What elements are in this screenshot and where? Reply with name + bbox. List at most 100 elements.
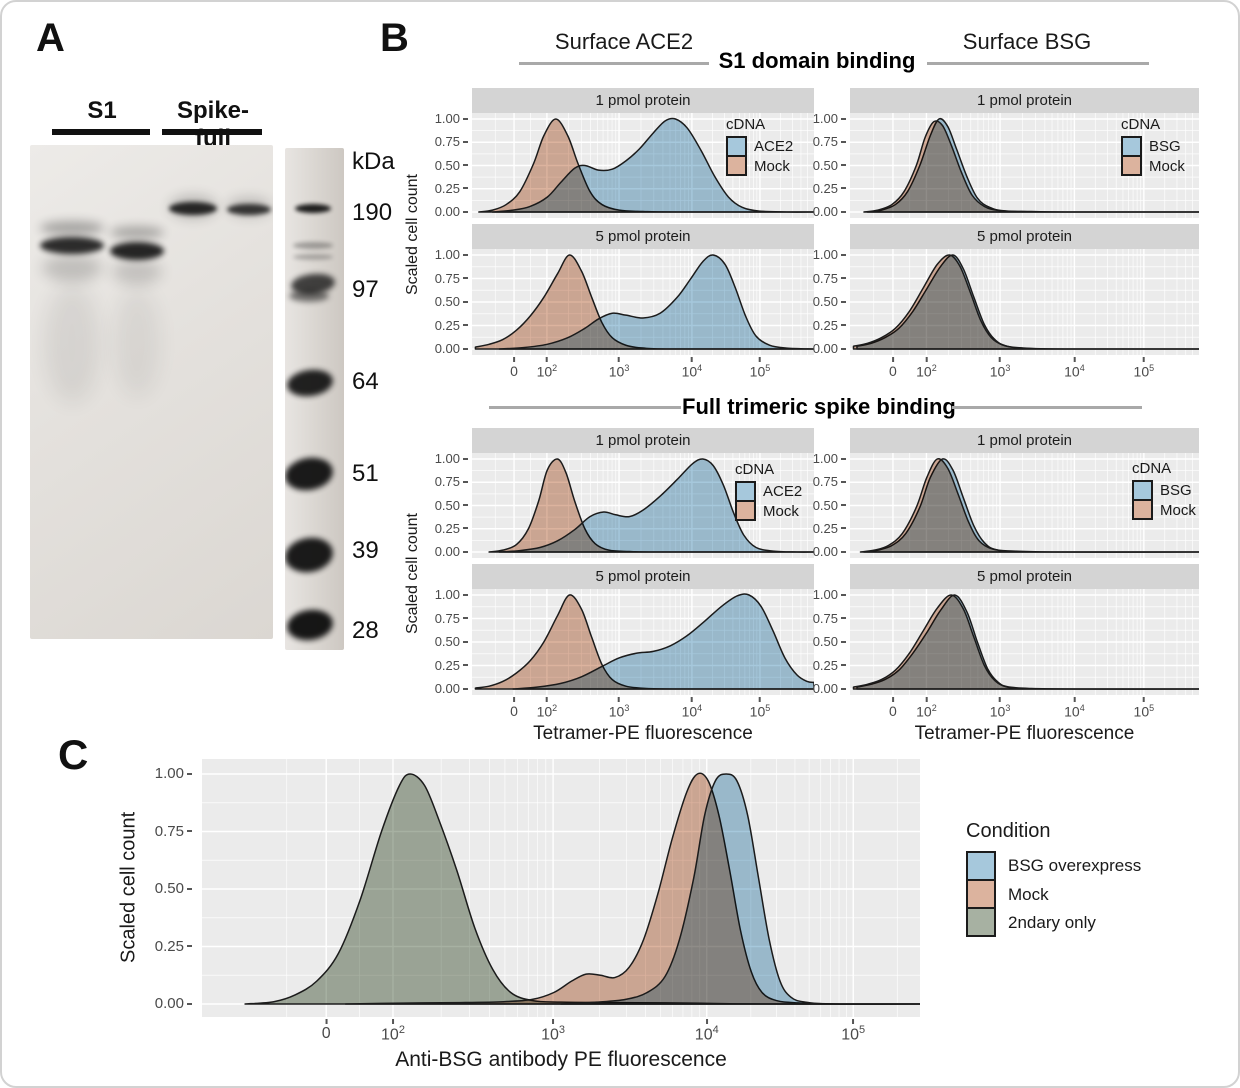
density-area-mock [853,594,1199,690]
legend-title: cDNA [1132,460,1172,477]
y-axis-ticks: 1.00 0.75 0.50 0.25 0.00 [800,451,846,559]
y-tick-label: 0.00 [435,341,468,356]
y-tick-label: 0.50 [435,294,468,309]
y-axis-ticks: 1.00 0.75 0.50 0.25 0.00 [800,247,846,356]
density-area-mock [860,458,1199,553]
panel-c-label: C [58,731,89,778]
facet-strip: 1 pmol protein [472,88,814,113]
density-area-mock [489,458,814,553]
x-tick-label: 0 [322,1019,331,1042]
density-area-mock [475,254,814,350]
y-tick-label: 0.75 [435,474,468,489]
gel-band-s1-lane2 [110,242,164,260]
x-axis-title-left: Tetramer-PE fluorescence [533,723,753,744]
legend-title: cDNA [726,116,766,133]
x-axis-ticks: 0 102 103 104 105 [850,697,1199,723]
legend-swatch-mock [966,879,996,909]
facet-strip: 5 pmol protein [850,224,1199,249]
y-tick-label: 1.00 [813,587,846,602]
legend-title: cDNA [735,461,775,478]
legend-condition: Condition BSG overexpress Mock 2ndary on… [966,820,1141,937]
density-area-ace2 [499,254,814,349]
x-tick-label: 104 [682,697,702,720]
legend-swatch-mock [726,155,747,176]
y-tick-label: 0.00 [435,544,468,559]
legend-label: BSG [1149,138,1181,155]
legend-swatch-ace2 [726,136,747,157]
legend-label: Mock [1160,502,1196,519]
legend-swatch-2ndary-only [966,907,996,937]
legend-label: 2ndary only [1008,913,1096,932]
facet-strip: 5 pmol protein [472,564,814,589]
legend-cdna-s1-bsg: cDNA BSG Mock [1121,116,1185,176]
y-tick-label: 0.75 [813,271,846,286]
y-tick-label: 0.25 [813,658,846,673]
y-axis-ticks: 1.00 0.75 0.50 0.25 0.00 [422,111,468,219]
column-header-surface-bsg: Surface BSG [962,29,1092,54]
facet-strip: 1 pmol protein [850,88,1199,113]
x-tick-label: 105 [750,697,770,720]
y-tick-label: 0.75 [813,134,846,149]
x-tick-label: 0 [889,357,897,379]
ladder-band-39 [285,534,336,576]
x-tick-label: 105 [1134,357,1154,380]
y-tick-label: 0.75 [435,611,468,626]
y-tick-label: 0.25 [435,181,468,196]
gel-band-spike-lane2 [227,204,271,215]
x-tick-label: 105 [1134,697,1154,720]
y-tick-label: 0.25 [435,521,468,536]
density-area-mock [853,254,1199,350]
y-axis-ticks: 1.00 0.75 0.50 0.25 0.00 [800,587,846,696]
ladder-mark-64: 64 [352,368,379,395]
y-tick-label: 0.25 [813,521,846,536]
y-tick-label: 1.00 [435,247,468,262]
y-axis-title: Scaled cell count [404,174,421,296]
density-area-mock [863,120,1199,213]
legend-label: Mock [1008,885,1049,904]
legend-swatch-bsg [1132,480,1153,501]
lane-group-rule-spike-full [162,129,262,135]
x-tick-label: 0 [510,697,518,719]
ladder-band-64 [285,366,335,400]
y-tick-label: 0.50 [155,881,192,896]
legend-title: Condition [966,820,1051,842]
x-axis-ticks: 0 102 103 104 105 [472,357,814,383]
y-tick-label: 0.50 [435,634,468,649]
y-tick-label: 0.50 [813,634,846,649]
y-tick-label: 0.50 [813,158,846,173]
facet-strip: 5 pmol protein [850,564,1199,589]
gel-band-spike-lane1 [169,202,217,215]
density-plot-ft-bsg-1pmol [850,453,1199,558]
ladder-mark-97: 97 [352,276,379,303]
y-tick-label: 0.50 [435,498,468,513]
ladder-mark-39: 39 [352,537,379,564]
y-tick-label: 0.75 [813,611,846,626]
legend-cdna-ft-ace2: cDNA ACE2 Mock [735,461,802,521]
x-tick-label: 103 [990,357,1010,380]
section-header-full-trimeric: Full trimeric spike binding [682,394,956,419]
y-tick-label: 0.75 [435,134,468,149]
ladder-mark-51: 51 [352,460,379,487]
density-area-ace2 [492,118,814,213]
density-plot-anti-bsg [202,759,920,1017]
x-tick-label: 105 [841,1019,865,1043]
y-tick-label: 1.00 [813,111,846,126]
density-plot-s1-ace2-1pmol [472,113,814,218]
x-tick-label: 102 [916,697,937,720]
legend-cdna-ft-bsg: cDNA BSG Mock [1132,460,1196,520]
x-tick-label: 104 [682,357,702,380]
column-header-rule [927,62,1149,65]
x-tick-label: 103 [990,697,1010,720]
ladder-mark-28: 28 [352,617,379,644]
y-tick-label: 0.25 [435,658,468,673]
legend-label: BSG [1160,482,1192,499]
y-axis-ticks: 1.00 0.75 0.50 0.25 0.00 [422,247,468,356]
density-area-bsg-overexpress [561,774,920,1005]
x-tick-label: 103 [609,697,629,720]
density-area-ace2 [513,594,814,689]
y-axis-ticks: 1.00 0.75 0.50 0.25 0.00 [422,587,468,696]
y-tick-label: 0.25 [813,318,846,333]
x-axis-title-right: Tetramer-PE fluorescence [914,723,1135,744]
legend-swatch-mock [735,500,756,521]
y-axis-ticks: 1.00 0.75 0.50 0.25 0.00 [800,111,846,219]
